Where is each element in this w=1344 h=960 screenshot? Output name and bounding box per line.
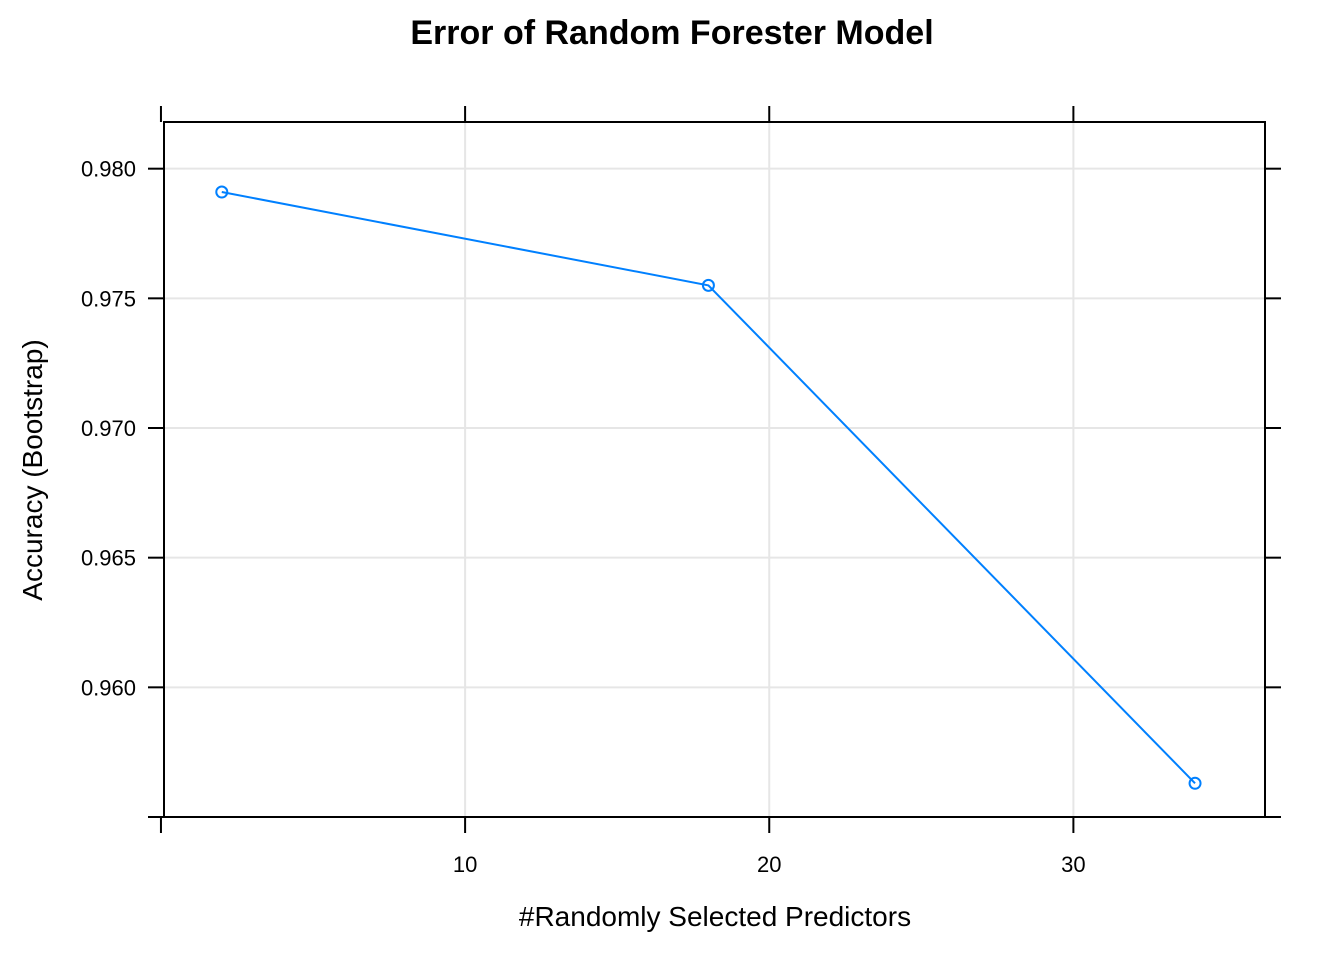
y-tick-label: 0.960: [81, 675, 136, 700]
y-axis-label: Accuracy (Bootstrap): [17, 339, 48, 600]
y-tick-label: 0.965: [81, 546, 136, 571]
plot-frame: [163, 121, 1266, 818]
series-line: [221, 191, 1196, 784]
tick-labels: 0.960 0.965 0.970 0.975 0.980 10 20 30: [81, 157, 1086, 877]
x-tick-label: 20: [757, 852, 781, 877]
y-tick-label: 0.980: [81, 157, 136, 182]
x-tick-label: 30: [1061, 852, 1085, 877]
x-tick-label: 10: [453, 852, 477, 877]
x-axis-label: #Randomly Selected Predictors: [519, 901, 911, 932]
data-point: [215, 185, 229, 199]
y-tick-label: 0.975: [81, 286, 136, 311]
series: [215, 185, 1202, 790]
y-tick-label: 0.970: [81, 416, 136, 441]
data-point: [701, 278, 715, 292]
ticks: [148, 106, 1281, 833]
grid: [164, 122, 1265, 817]
chart-title: Error of Random Forester Model: [410, 14, 933, 52]
data-point: [1188, 776, 1202, 790]
